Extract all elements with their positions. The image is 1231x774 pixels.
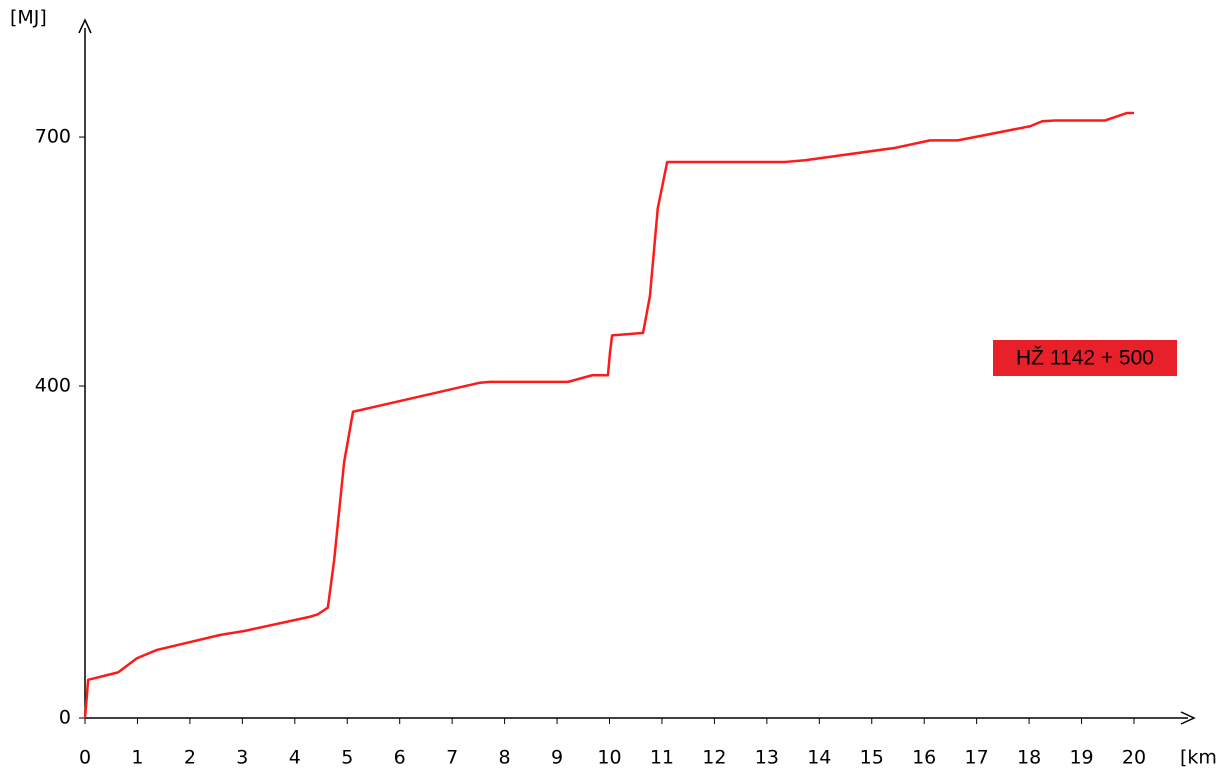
y-tick-label: 400 [35, 375, 71, 397]
x-tick-label: 2 [184, 747, 196, 769]
x-axis-label: [km [1180, 747, 1217, 769]
x-tick-label: 0 [79, 747, 91, 769]
x-tick-label: 17 [965, 747, 989, 769]
x-tick-label: 1 [131, 747, 143, 769]
x-tick-label: 12 [702, 747, 726, 769]
y-axis-label: [MJ] [10, 7, 47, 29]
x-tick-label: 8 [499, 747, 511, 769]
x-tick-label: 19 [1069, 747, 1093, 769]
x-tick-label: 13 [755, 747, 779, 769]
x-arrow [1180, 711, 1196, 725]
annotation: HŽ 1142 + 500 [1016, 347, 1154, 370]
x-tick-label: 15 [860, 747, 884, 769]
x-tick-label: 14 [807, 747, 831, 769]
x-tick-label: 3 [236, 747, 248, 769]
x-tick-label: 4 [289, 747, 301, 769]
x-tick-label: 16 [912, 747, 936, 769]
x-tick-label: 9 [551, 747, 563, 769]
x-tick-label: 18 [1017, 747, 1041, 769]
x-tick-label: 5 [341, 747, 353, 769]
annotation-box [993, 340, 1177, 376]
y-tick-label: 700 [35, 126, 71, 148]
x-tick-label: 10 [597, 747, 621, 769]
y-tick-label: 0 [59, 707, 71, 729]
x-tick-label: 6 [394, 747, 406, 769]
x-tick-label: 11 [650, 747, 674, 769]
x-tick-label: 20 [1122, 747, 1146, 769]
y-arrow [78, 18, 92, 34]
data-line [83, 111, 1134, 719]
x-tick-label: 7 [446, 747, 458, 769]
